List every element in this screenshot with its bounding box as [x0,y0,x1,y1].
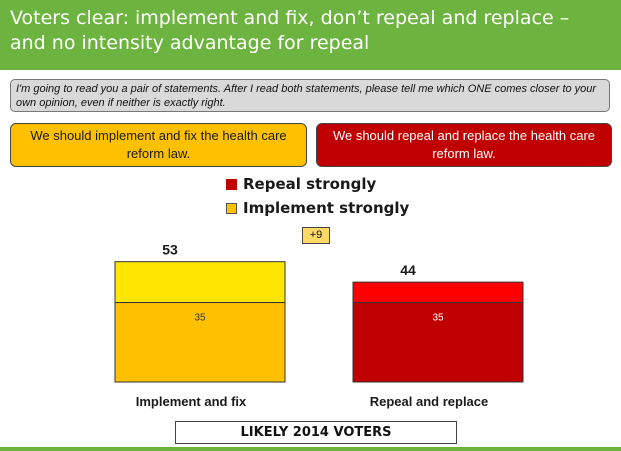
legend-implement-strongly: Implement strongly [226,197,409,219]
bottom-bar [0,447,621,451]
difference-badge: +9 [302,227,330,244]
strongly-label-repeal: 35 [432,313,444,324]
total-label-implement: 53 [162,242,178,258]
bar-implement-total [114,261,286,304]
bar-implement-strongly [114,302,286,383]
statement-repeal: We should repeal and replace the health … [316,123,612,167]
footer-label: LIKELY 2014 VOTERS [175,421,457,444]
page-title: Voters clear: implement and fix, don’t r… [10,7,570,54]
strongly-label-implement: 35 [194,313,206,324]
total-label-repeal: 44 [400,262,416,278]
legend-repeal-strongly: Repeal strongly [226,173,376,195]
legend-swatch-repeal [226,178,237,190]
legend-label-repeal: Repeal strongly [243,175,377,193]
legend-swatch-implement [226,202,237,214]
statement-implement: We should implement and fix the health c… [10,123,307,167]
category-label-implement: Implement and fix [136,394,247,409]
bar-repeal-strongly [352,302,524,383]
legend-label-implement: Implement strongly [243,199,410,217]
bar-repeal-total [352,281,524,304]
header-bar: Voters clear: implement and fix, don’t r… [0,0,621,70]
category-label-repeal: Repeal and replace [370,394,489,409]
question-text: I'm going to read you a pair of statemen… [10,79,610,112]
